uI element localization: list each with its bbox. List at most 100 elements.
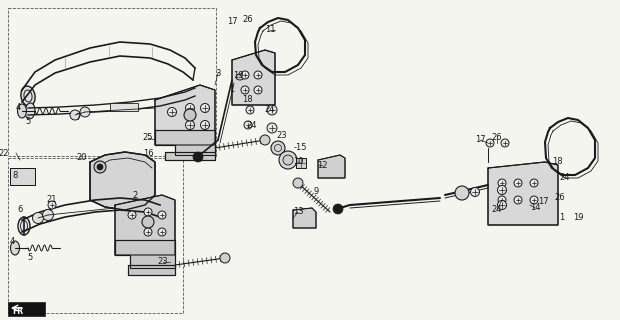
Text: 18: 18 — [242, 95, 252, 105]
Text: 5: 5 — [25, 117, 30, 126]
Circle shape — [43, 210, 53, 220]
Circle shape — [70, 110, 80, 120]
Text: 11: 11 — [265, 26, 275, 35]
Text: 24: 24 — [492, 205, 502, 214]
Circle shape — [497, 186, 507, 195]
Circle shape — [293, 178, 303, 188]
Text: 17: 17 — [475, 135, 485, 145]
Ellipse shape — [17, 104, 27, 118]
Text: 22: 22 — [0, 148, 9, 157]
Circle shape — [80, 107, 90, 117]
Polygon shape — [115, 240, 175, 268]
Polygon shape — [115, 195, 175, 255]
Circle shape — [267, 105, 277, 115]
Circle shape — [486, 139, 494, 147]
Circle shape — [241, 86, 249, 94]
Text: 14: 14 — [529, 204, 540, 212]
Text: 6: 6 — [17, 205, 23, 214]
Circle shape — [530, 179, 538, 187]
Circle shape — [200, 121, 210, 130]
Polygon shape — [155, 85, 215, 145]
Circle shape — [244, 121, 252, 129]
Circle shape — [254, 71, 262, 79]
Text: 1: 1 — [229, 85, 234, 94]
Text: FR: FR — [12, 307, 23, 316]
Text: 23: 23 — [157, 258, 168, 267]
Text: 16: 16 — [143, 148, 153, 157]
Polygon shape — [10, 168, 35, 185]
Text: 4: 4 — [9, 237, 15, 246]
Text: 23: 23 — [277, 131, 287, 140]
Circle shape — [271, 141, 285, 155]
Text: 3: 3 — [215, 68, 221, 77]
Circle shape — [497, 201, 507, 210]
Text: 17: 17 — [538, 197, 548, 206]
Text: 2: 2 — [133, 190, 138, 199]
Polygon shape — [165, 152, 215, 160]
Bar — [8, 8, 216, 156]
Text: 8: 8 — [12, 171, 18, 180]
Polygon shape — [318, 155, 345, 178]
Text: 9: 9 — [313, 188, 319, 196]
Text: 12: 12 — [317, 161, 327, 170]
Circle shape — [32, 212, 43, 223]
Text: 26: 26 — [492, 133, 502, 142]
Circle shape — [184, 109, 196, 121]
Circle shape — [514, 179, 522, 187]
Polygon shape — [8, 302, 45, 316]
Text: 13: 13 — [293, 207, 303, 217]
Circle shape — [267, 123, 277, 133]
Circle shape — [144, 208, 152, 216]
Circle shape — [185, 103, 195, 113]
Circle shape — [167, 108, 177, 116]
Ellipse shape — [21, 86, 35, 106]
Text: 21: 21 — [46, 196, 57, 204]
Circle shape — [260, 135, 270, 145]
Circle shape — [158, 228, 166, 236]
Circle shape — [241, 71, 249, 79]
Circle shape — [501, 139, 509, 147]
Circle shape — [48, 201, 56, 209]
Circle shape — [279, 151, 297, 169]
Circle shape — [94, 161, 106, 173]
Text: 19: 19 — [232, 70, 243, 79]
Ellipse shape — [236, 74, 244, 80]
Circle shape — [455, 186, 469, 200]
Polygon shape — [232, 50, 275, 105]
Circle shape — [200, 103, 210, 113]
Circle shape — [142, 216, 154, 228]
Text: 18: 18 — [552, 157, 562, 166]
Text: 26: 26 — [242, 15, 254, 25]
Polygon shape — [128, 265, 175, 275]
Polygon shape — [90, 152, 155, 210]
Polygon shape — [488, 162, 558, 225]
Polygon shape — [293, 208, 316, 228]
Text: 24: 24 — [560, 173, 570, 182]
Circle shape — [530, 196, 538, 204]
Polygon shape — [155, 130, 215, 155]
Text: 26: 26 — [555, 194, 565, 203]
Circle shape — [193, 152, 203, 162]
Circle shape — [144, 228, 152, 236]
Circle shape — [246, 106, 254, 114]
Text: 17: 17 — [227, 18, 237, 27]
Ellipse shape — [18, 217, 30, 235]
Circle shape — [220, 253, 230, 263]
Text: 4: 4 — [16, 103, 20, 113]
Text: 1: 1 — [559, 213, 565, 222]
Text: 10: 10 — [293, 157, 303, 166]
Text: 20: 20 — [77, 153, 87, 162]
Circle shape — [471, 188, 479, 196]
Text: 7: 7 — [75, 114, 81, 123]
Bar — [110, 103, 138, 111]
Circle shape — [333, 204, 343, 214]
Ellipse shape — [25, 103, 35, 119]
Circle shape — [158, 211, 166, 219]
Circle shape — [514, 196, 522, 204]
Circle shape — [498, 179, 506, 187]
Text: 5: 5 — [27, 253, 33, 262]
Ellipse shape — [11, 241, 19, 255]
Circle shape — [498, 196, 506, 204]
Circle shape — [254, 86, 262, 94]
Text: 24: 24 — [265, 106, 275, 115]
